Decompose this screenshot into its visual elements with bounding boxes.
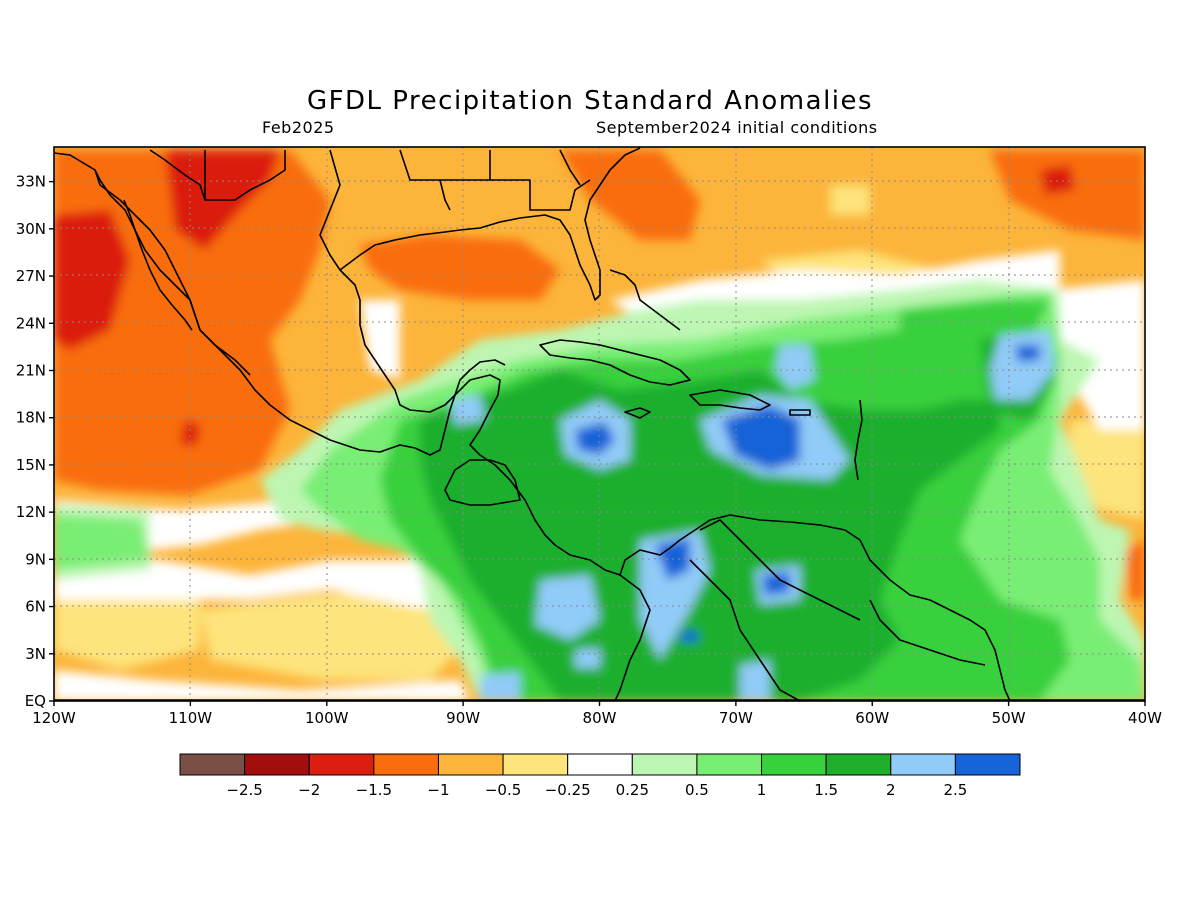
lat-tick-label: 3N bbox=[25, 645, 46, 663]
colorbar-swatch bbox=[567, 753, 633, 776]
lon-tick-label: 60W bbox=[855, 709, 889, 727]
lon-tick-label: 100W bbox=[305, 709, 349, 727]
initial-conditions-label: September2024 initial conditions bbox=[596, 118, 878, 137]
lon-tick-label: 50W bbox=[992, 709, 1026, 727]
lat-tick-label: 27N bbox=[16, 267, 46, 285]
lat-tick-label: 15N bbox=[16, 456, 46, 474]
graticule bbox=[54, 147, 1145, 701]
lon-tick-label: 90W bbox=[446, 709, 480, 727]
colorbar-label: −2.5 bbox=[226, 781, 262, 799]
colorbar-label: −2 bbox=[298, 781, 320, 799]
lat-tick-label: 6N bbox=[25, 598, 46, 616]
colorbar: −2.5 −2 −1.5 −1 −0.5 −0.25 0.25 0.5 1 1.5 2 2.5 bbox=[179, 753, 1021, 799]
colorbar-swatch bbox=[890, 753, 956, 776]
lat-tick-label: 21N bbox=[16, 361, 46, 379]
lon-tick-label: 70W bbox=[719, 709, 753, 727]
colorbar-swatch bbox=[631, 753, 698, 776]
colorbar-label: −1.5 bbox=[356, 781, 392, 799]
colorbar-label: 2.5 bbox=[943, 781, 967, 799]
colorbar-swatch bbox=[179, 753, 246, 776]
colorbar-swatch bbox=[761, 753, 827, 776]
colorbar-label: −1 bbox=[427, 781, 449, 799]
map-title: GFDL Precipitation Standard Anomalies bbox=[306, 86, 874, 116]
colorbar-label: 0.25 bbox=[616, 781, 649, 799]
colorbar-swatch bbox=[954, 753, 1021, 776]
colorbar-swatch bbox=[437, 753, 504, 776]
colorbar-swatch bbox=[373, 753, 439, 776]
colorbar-label: −0.25 bbox=[545, 781, 591, 799]
lon-tick-label: 120W bbox=[32, 709, 76, 727]
colorbar-swatch bbox=[244, 753, 310, 776]
valid-month-label: Feb2025 bbox=[262, 118, 335, 137]
lat-tick-label: 12N bbox=[16, 503, 46, 521]
lon-tick-label: 40W bbox=[1128, 709, 1162, 727]
lat-tick-label: 30N bbox=[16, 220, 46, 238]
lon-tick-label: 110W bbox=[169, 709, 213, 727]
colorbar-swatch bbox=[825, 753, 892, 776]
colorbar-label: −0.5 bbox=[485, 781, 521, 799]
colorbar-swatch bbox=[502, 753, 569, 776]
longitude-axis: 120W 110W 100W 90W 80W 70W 60W 50W 40W bbox=[32, 701, 1162, 727]
lat-tick-label: 18N bbox=[16, 409, 46, 427]
lat-tick-label: 9N bbox=[25, 550, 46, 568]
lon-tick-label: 80W bbox=[583, 709, 617, 727]
colorbar-label: 1 bbox=[757, 781, 767, 799]
colorbar-swatch bbox=[696, 753, 763, 776]
latitude-axis: 33N 30N 27N 24N 21N 18N 15N 12N 9N 6N 3N EQ bbox=[16, 173, 54, 710]
coastlines bbox=[54, 147, 1145, 701]
lat-tick-label: EQ bbox=[25, 692, 46, 710]
lat-tick-label: 33N bbox=[16, 173, 46, 191]
colorbar-label: 0.5 bbox=[685, 781, 709, 799]
colorbar-swatch bbox=[308, 753, 375, 776]
lat-tick-label: 24N bbox=[16, 314, 46, 332]
anomaly-field bbox=[54, 147, 1145, 701]
colorbar-label: 1.5 bbox=[814, 781, 838, 799]
colorbar-label: 2 bbox=[886, 781, 896, 799]
